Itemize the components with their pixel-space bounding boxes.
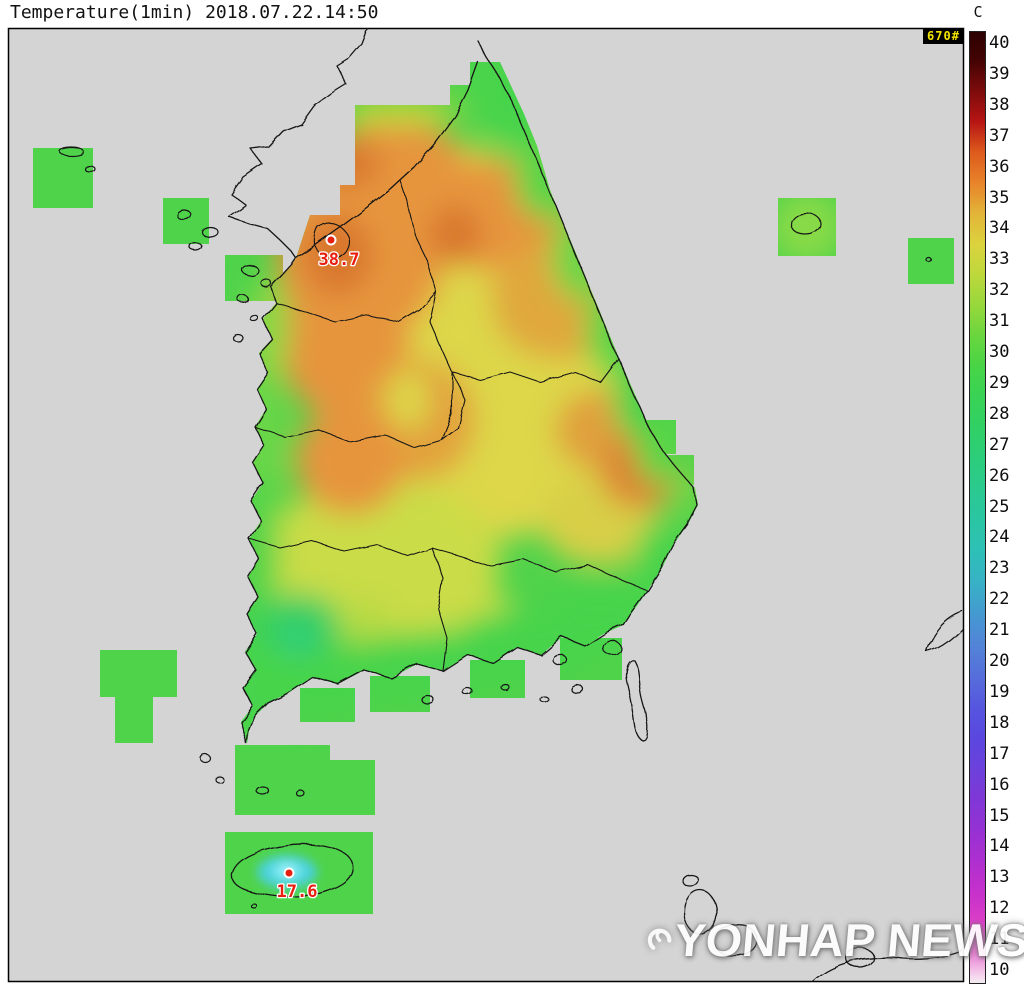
colorbar-tick-15: 15 <box>989 805 1010 826</box>
colorbar-tick-17: 17 <box>989 743 1010 764</box>
station-value-seoul: 38.7 <box>319 250 360 270</box>
colorbar-tick-29: 29 <box>989 372 1010 393</box>
colorbar-tick-27: 27 <box>989 434 1010 455</box>
colorbar-tick-14: 14 <box>989 836 1010 857</box>
colorbar-tick-10: 10 <box>989 960 1010 980</box>
station-marker-jeju: 17.6 <box>275 867 319 903</box>
colorbar-tick-12: 12 <box>989 898 1010 919</box>
colorbar-tick-26: 26 <box>989 465 1010 486</box>
colorbar-tick-37: 37 <box>989 125 1010 146</box>
colorbar-tick-23: 23 <box>989 558 1010 579</box>
station-marker-seoul: 38.7 <box>317 234 361 271</box>
province-borders <box>248 179 648 672</box>
colorbar-tick-36: 36 <box>989 156 1010 177</box>
station-count-badge: 670# <box>923 28 964 44</box>
map-title: Temperature(1min) 2018.07.22.14:50 <box>10 2 379 23</box>
colorbar-tick-16: 16 <box>989 774 1010 795</box>
colorbar-tick-28: 28 <box>989 403 1010 424</box>
scale-unit-label: C <box>973 3 983 21</box>
colorbar-tick-21: 21 <box>989 620 1010 641</box>
station-value-jeju: 17.6 <box>277 882 318 902</box>
colorbar-tick-24: 24 <box>989 527 1010 548</box>
small-islands <box>59 147 933 909</box>
colorbar-tick-30: 30 <box>989 342 1010 362</box>
colorbar-tick-38: 38 <box>989 94 1010 115</box>
colorbar-tick-33: 33 <box>989 249 1010 270</box>
colorbar-tick-25: 25 <box>989 496 1010 517</box>
colorbar-tick-13: 13 <box>989 867 1010 888</box>
colorbar-tick-34: 34 <box>989 218 1010 239</box>
colorbar-tick-32: 32 <box>989 280 1010 301</box>
colorbar-tick-19: 19 <box>989 681 1010 702</box>
colorbar-tick-18: 18 <box>989 712 1010 733</box>
colorbar-tick-31: 31 <box>989 311 1010 332</box>
coastlines <box>228 28 963 982</box>
colorbar <box>969 31 986 984</box>
colorbar-tick-35: 35 <box>989 187 1010 208</box>
colorbar-tick-39: 39 <box>989 63 1010 84</box>
colorbar-tick-22: 22 <box>989 589 1010 610</box>
colorbar-tick-20: 20 <box>989 651 1010 671</box>
colorbar-tick-11: 11 <box>989 929 1010 950</box>
colorbar-tick-40: 40 <box>989 33 1010 53</box>
